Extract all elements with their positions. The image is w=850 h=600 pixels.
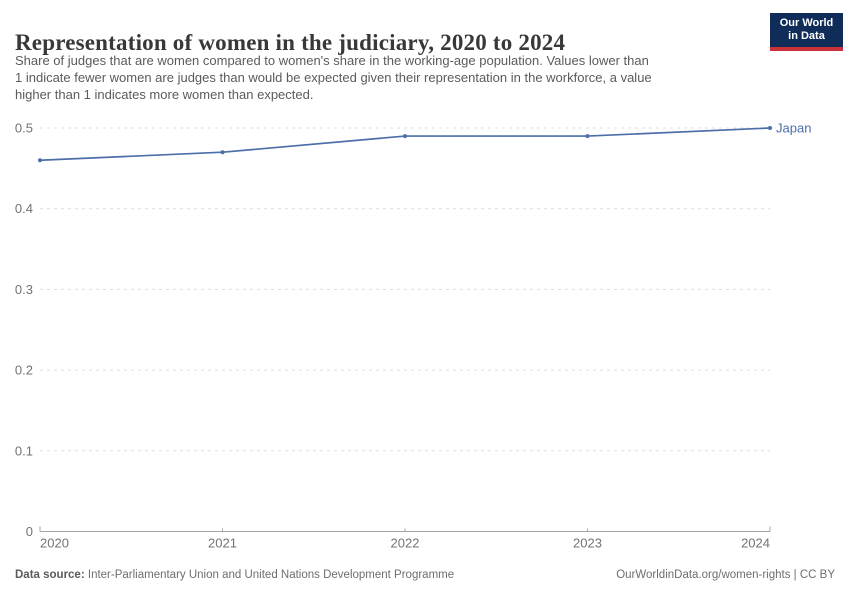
y-tick-label: 0.5 [15,121,33,136]
subtitle-line: higher than 1 indicates more women than … [15,87,314,102]
x-tick-label: 2020 [40,536,69,551]
line-chart: 0 0.1 0.2 0.3 0.4 0.5 2020 2021 2022 2023 2024 Japa… [15,121,812,551]
owid-logo-text: Our World [779,17,834,29]
owid-logo-text: in Data [788,30,825,42]
data-point [403,134,407,139]
x-tick-label: 2022 [391,536,420,551]
x-tick-label: 2021 [208,536,237,551]
subtitle-line: Share of judges that are women compared … [15,53,649,68]
owid-logo[interactable]: Our World in Data [770,13,843,51]
data-point [768,126,772,130]
data-point [585,134,590,139]
y-tick-label: 0.3 [15,282,33,297]
x-tick-label: 2024 [741,536,770,551]
data-source-text: Inter-Parliamentary Union and United Nat… [87,569,455,581]
data-source-note: Data source: Inter-Parliamentary Union a… [15,569,454,581]
chart-footer: Data source: Inter-Parliamentary Union a… [15,569,835,581]
y-tick-label: 0 [26,524,33,539]
owid-rights-link[interactable]: OurWorldinData.org/women-rights | CC BY [616,569,835,581]
y-tick-label: 0.2 [15,363,33,378]
y-tick-label: 0.1 [15,443,33,458]
chart-subtitle: Share of judges that are women compared … [15,52,755,103]
data-point [38,158,42,163]
x-tick-label: 2023 [573,536,602,551]
data-point [220,150,225,155]
data-source-label: Data source: [15,569,85,581]
series-end-label: Japan [776,121,811,136]
y-tick-label: 0.4 [15,201,33,216]
series-line [39,127,771,162]
page-title: Representation of women in the judiciary… [15,30,566,56]
subtitle-line: 1 indicate fewer women are judges than w… [15,70,652,85]
